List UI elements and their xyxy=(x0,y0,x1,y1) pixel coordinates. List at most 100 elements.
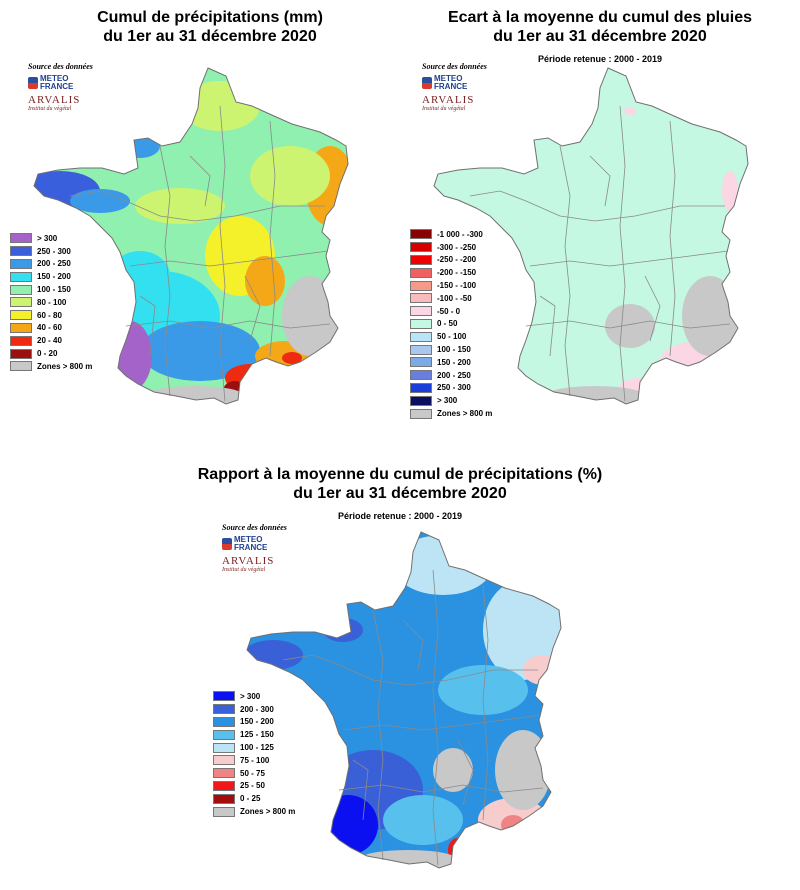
legend-label: 150 - 200 xyxy=(240,717,274,727)
legend-item: Zones > 800 m xyxy=(213,805,295,818)
legend-item: 20 - 40 xyxy=(10,334,92,347)
legend-label: 250 - 300 xyxy=(437,383,471,393)
legend-swatch xyxy=(10,361,32,372)
map3-source-label: Source des données xyxy=(222,523,287,532)
map3-source: Source des données METEO FRANCE ARVALIS I… xyxy=(222,523,312,573)
legend-item: -1 000 - -300 xyxy=(410,228,492,241)
legend-swatch xyxy=(10,310,32,321)
legend-item: 100 - 125 xyxy=(213,741,295,754)
legend-swatch xyxy=(213,691,235,702)
legend-item: 150 - 200 xyxy=(10,270,92,283)
map3-subtitle: Période retenue : 2000 - 2019 xyxy=(337,511,463,521)
map1-title-line2: du 1er au 31 décembre 2020 xyxy=(103,28,317,45)
map1-title: Cumul de précipitations (mm) du 1er au 3… xyxy=(50,8,370,46)
legend-swatch xyxy=(213,729,235,740)
legend-label: 80 - 100 xyxy=(37,297,67,307)
legend-item: 50 - 75 xyxy=(213,767,295,780)
legend-item: -300 - -250 xyxy=(410,241,492,254)
legend-label: 100 - 150 xyxy=(37,285,71,295)
legend-swatch xyxy=(410,293,432,304)
legend-label: Zones > 800 m xyxy=(240,807,296,817)
legend-swatch xyxy=(213,704,235,715)
legend-swatch xyxy=(410,395,432,406)
meteo-france-logo: METEO FRANCE xyxy=(422,75,512,91)
legend-swatch xyxy=(410,280,432,291)
legend-item: Zones > 800 m xyxy=(10,360,92,373)
meteo-france-icon xyxy=(422,77,432,89)
map3-title-line2: du 1er au 31 décembre 2020 xyxy=(293,485,507,502)
legend-swatch xyxy=(213,768,235,779)
legend-label: 100 - 125 xyxy=(240,743,274,753)
legend-swatch xyxy=(213,742,235,753)
legend-swatch xyxy=(410,408,432,419)
legend-swatch xyxy=(10,258,32,269)
legend-swatch xyxy=(410,306,432,317)
legend-swatch xyxy=(10,284,32,295)
legend-swatch xyxy=(10,322,32,333)
map3-title-line1: Rapport à la moyenne du cumul de précipi… xyxy=(197,466,603,483)
map2-france-map xyxy=(433,67,749,405)
legend-label: -300 - -250 xyxy=(437,242,477,252)
legend-item: 0 - 50 xyxy=(410,318,492,331)
logo-meteo-line1: METEO xyxy=(40,74,69,83)
arvalis-tagline: Institut du végétal xyxy=(28,106,72,112)
legend-swatch xyxy=(213,793,235,804)
meteo-france-logo: METEO FRANCE xyxy=(28,75,118,91)
legend-label: 0 - 25 xyxy=(240,794,261,804)
legend-swatch xyxy=(213,806,235,817)
legend-swatch xyxy=(10,246,32,257)
legend-item: 125 - 150 xyxy=(213,728,295,741)
legend-label: 25 - 50 xyxy=(240,781,265,791)
legend-swatch xyxy=(10,335,32,346)
legend-swatch xyxy=(410,370,432,381)
meteo-france-logo: METEO FRANCE xyxy=(222,536,312,552)
map1-france-map xyxy=(33,67,349,405)
arvalis-tagline: Institut du végétal xyxy=(222,567,266,573)
legend-swatch xyxy=(10,233,32,244)
logo-meteo-line1: METEO xyxy=(234,535,263,544)
legend-label: 0 - 20 xyxy=(37,349,58,359)
legend-label: 250 - 300 xyxy=(37,246,71,256)
logo-meteo-line2: FRANCE xyxy=(234,543,268,552)
legend-label: 20 - 40 xyxy=(37,336,62,346)
legend-label: 100 - 150 xyxy=(437,345,471,355)
legend-item: 200 - 250 xyxy=(10,258,92,271)
legend-item: Zones > 800 m xyxy=(410,407,492,420)
legend-item: 0 - 25 xyxy=(213,792,295,805)
legend-swatch xyxy=(410,229,432,240)
map1-legend: > 300 250 - 300 200 - 250 150 - 200 100 - 15… xyxy=(10,232,92,373)
legend-swatch xyxy=(410,382,432,393)
legend-item: 75 - 100 xyxy=(213,754,295,767)
legend-label: 200 - 250 xyxy=(37,259,71,269)
legend-label: 50 - 75 xyxy=(240,768,265,778)
map1-source-label: Source des données xyxy=(28,62,93,71)
map2-source-label: Source des données xyxy=(422,62,487,71)
map2-panel: Ecart à la moyenne du cumul des pluies d… xyxy=(400,0,800,450)
legend-item: 100 - 150 xyxy=(10,283,92,296)
legend-swatch xyxy=(10,271,32,282)
arvalis-tagline: Institut du végétal xyxy=(422,106,466,112)
legend-item: 25 - 50 xyxy=(213,780,295,793)
legend-item: 80 - 100 xyxy=(10,296,92,309)
legend-label: -200 - -150 xyxy=(437,268,477,278)
legend-item: > 300 xyxy=(213,690,295,703)
legend-swatch xyxy=(410,242,432,253)
legend-label: 40 - 60 xyxy=(37,323,62,333)
legend-item: 100 - 150 xyxy=(410,343,492,356)
legend-item: -150 - -100 xyxy=(410,279,492,292)
legend-label: 150 - 200 xyxy=(437,357,471,367)
legend-item: > 300 xyxy=(410,394,492,407)
legend-swatch xyxy=(213,780,235,791)
map3-legend: > 300 200 - 300 150 - 200 125 - 150 100 - 12… xyxy=(213,690,295,818)
legend-label: 60 - 80 xyxy=(37,310,62,320)
legend-label: -100 - -50 xyxy=(437,293,472,303)
legend-label: -50 - 0 xyxy=(437,306,461,316)
legend-item: 150 - 200 xyxy=(213,716,295,729)
legend-label: 150 - 200 xyxy=(37,272,71,282)
legend-item: > 300 xyxy=(10,232,92,245)
legend-swatch xyxy=(213,755,235,766)
legend-item: 250 - 300 xyxy=(410,382,492,395)
legend-label: -1 000 - -300 xyxy=(437,229,483,239)
legend-item: 250 - 300 xyxy=(10,245,92,258)
map2-title-line2: du 1er au 31 décembre 2020 xyxy=(493,28,707,45)
